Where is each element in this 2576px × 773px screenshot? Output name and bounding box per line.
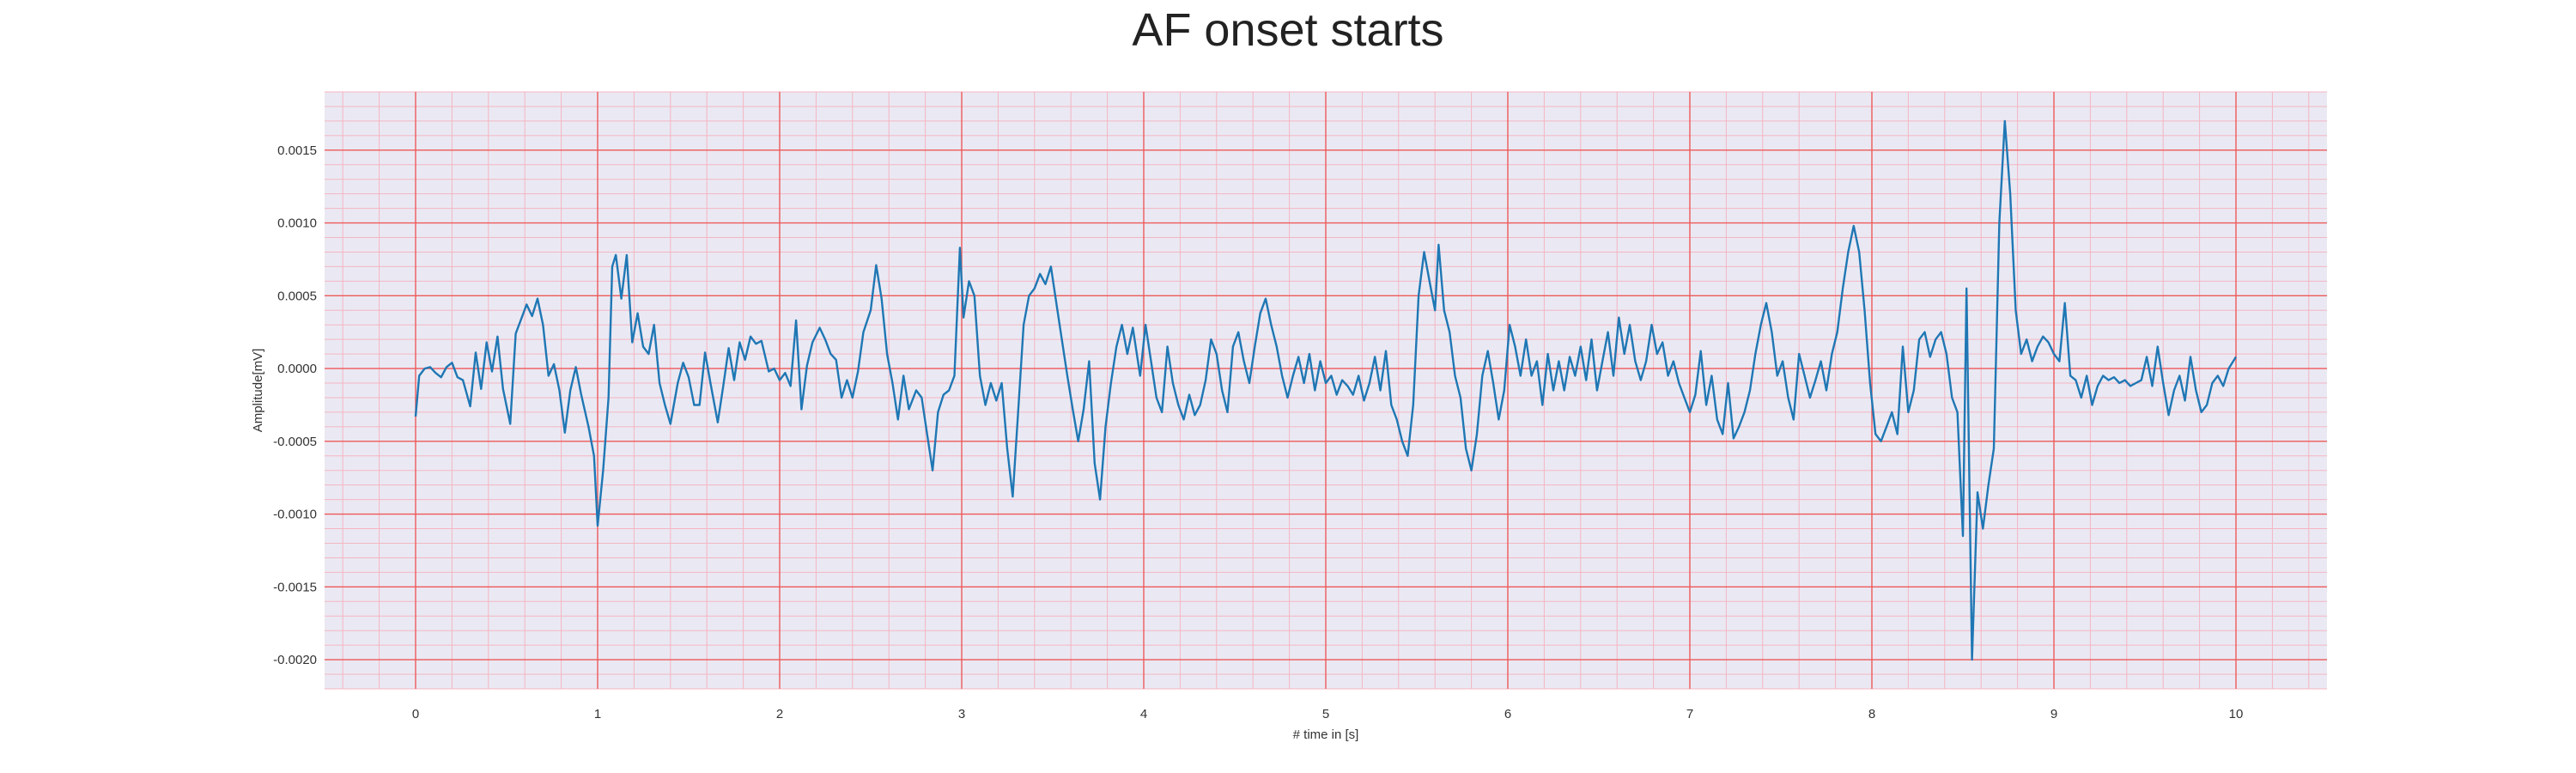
x-axis-label: # time in [s]: [1293, 727, 1359, 742]
x-tick-label: 8: [1868, 707, 1875, 721]
x-tick-label: 4: [1140, 707, 1147, 721]
x-tick-label: 6: [1504, 707, 1511, 721]
y-tick-label: 0.0015: [277, 143, 317, 158]
y-tick-label: -0.0010: [273, 508, 317, 522]
x-tick-labels: 0 1 2 3 4 5 6 7 8 9 10: [412, 707, 2244, 721]
y-tick-label: -0.0015: [273, 580, 317, 594]
x-tick-label: 9: [2050, 707, 2057, 721]
y-tick-label: -0.0005: [273, 435, 317, 449]
y-tick-label: 0.0005: [277, 289, 317, 303]
y-tick-label: 0.0000: [277, 362, 317, 376]
x-tick-label: 2: [776, 707, 783, 721]
x-tick-label: 10: [2229, 707, 2244, 721]
y-tick-label: 0.0010: [277, 216, 317, 231]
major-grid: [325, 92, 2327, 689]
x-tick-label: 5: [1322, 707, 1329, 721]
y-axis-label: Amplitude[mV]: [251, 349, 265, 433]
x-tick-label: 0: [412, 707, 419, 721]
y-tick-labels: -0.0020 -0.0015 -0.0010 -0.0005 0.0000 0.0005…: [273, 143, 317, 667]
x-tick-label: 3: [958, 707, 965, 721]
x-tick-label: 7: [1686, 707, 1693, 721]
x-tick-label: 1: [594, 707, 601, 721]
ecg-series-line: [414, 119, 2238, 661]
y-tick-label: -0.0020: [273, 653, 317, 667]
chart-title: AF onset starts: [1132, 4, 1444, 56]
